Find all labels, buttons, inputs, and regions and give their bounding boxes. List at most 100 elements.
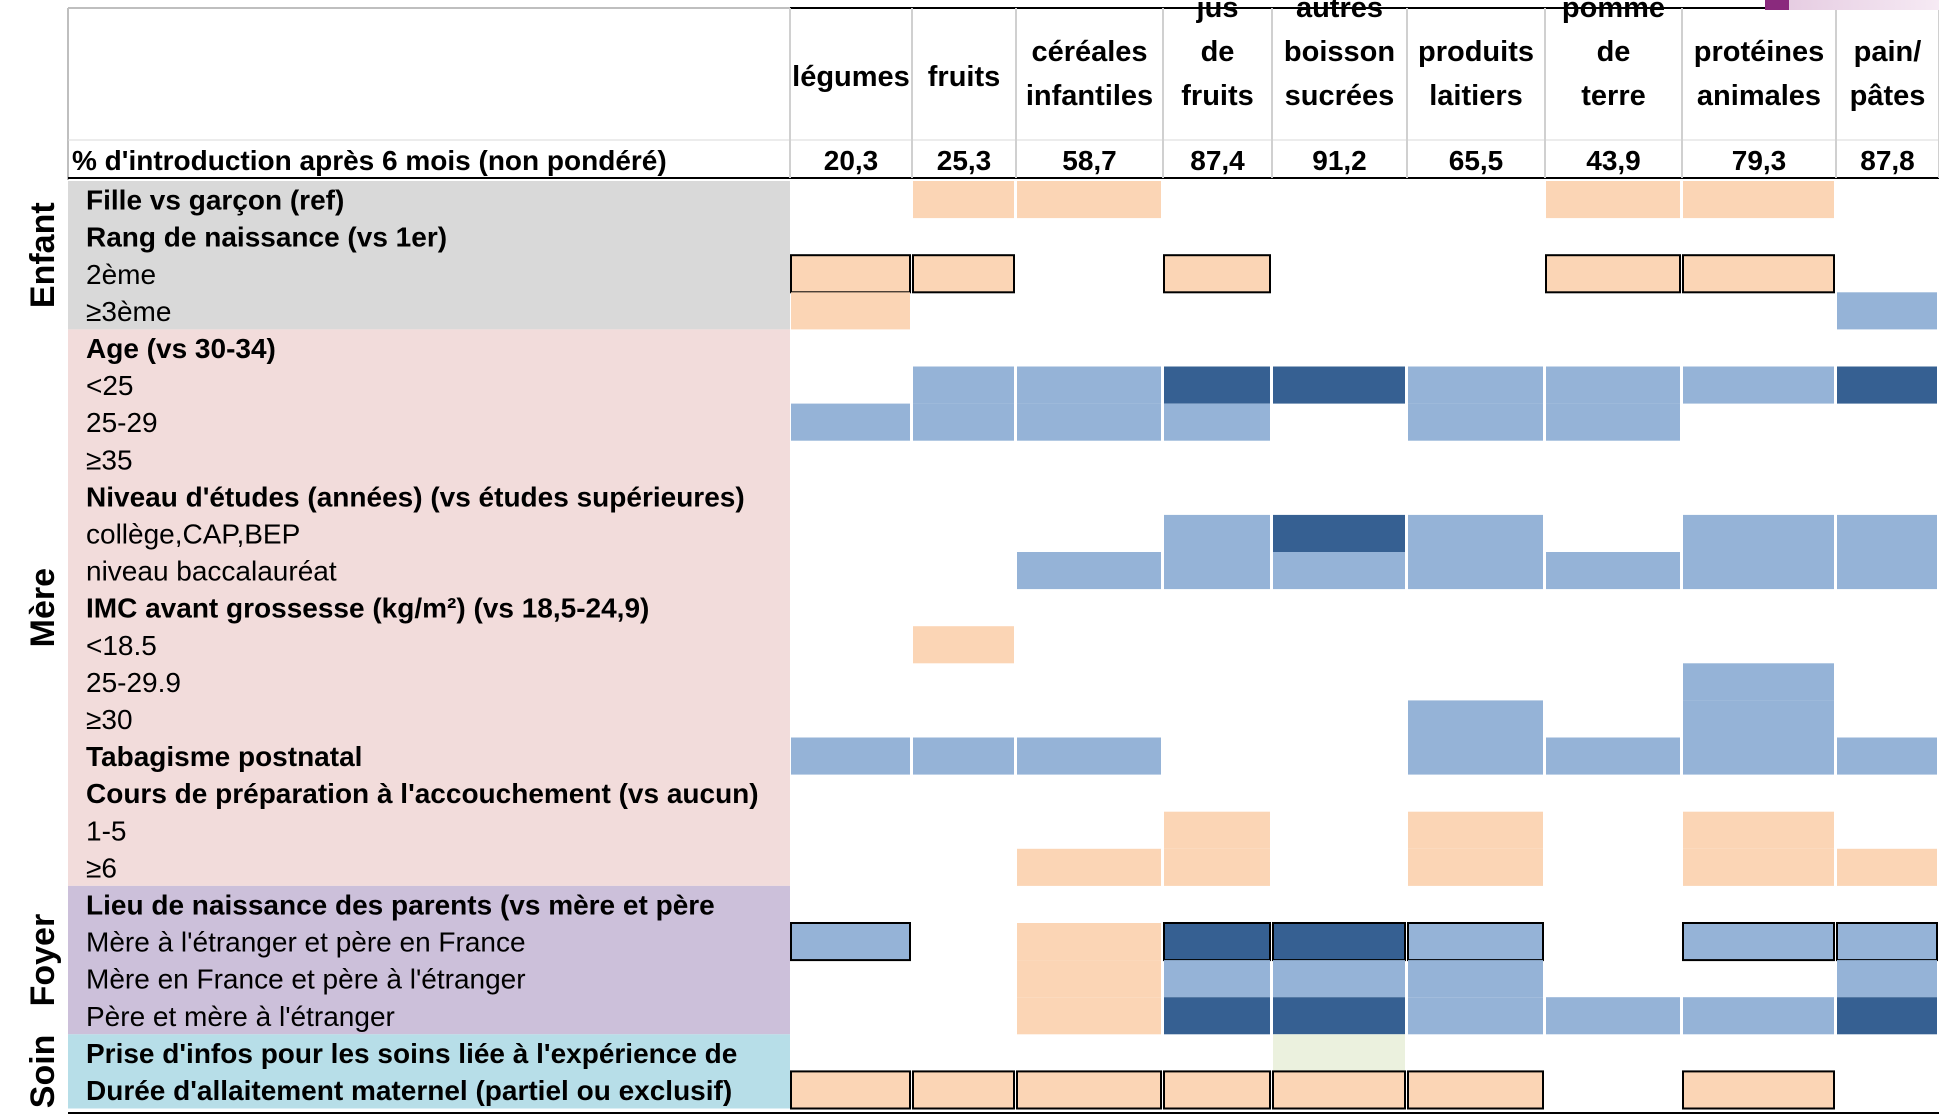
heatmap-cell — [1017, 923, 1161, 961]
heatmap-cell — [1164, 811, 1270, 849]
heatmap-cell — [1016, 1070, 1162, 1110]
row-label-12: <18.5 — [86, 630, 157, 661]
heatmap-cell — [1017, 848, 1161, 886]
row-label-1: Rang de naissance (vs 1er) — [86, 222, 447, 253]
decorative-corner-gradient — [1789, 0, 1939, 10]
group-label: Mère — [24, 568, 62, 647]
heatmap-cell — [790, 254, 911, 294]
heatmap-cell — [791, 292, 910, 330]
heatmap-cell — [1683, 181, 1834, 219]
decorative-corner-accent — [1765, 0, 1789, 10]
heatmap-cell — [1408, 960, 1543, 998]
heatmap-cell — [1683, 366, 1834, 404]
heatmap-cell — [1408, 552, 1543, 590]
header-row-label: % d'introduction après 6 mois (non pondé… — [72, 145, 667, 176]
heatmap-cell — [1837, 737, 1937, 775]
heatmap-cell — [913, 737, 1014, 775]
row-label-4: Age (vs 30-34) — [86, 333, 276, 364]
heatmap-cell — [1164, 997, 1270, 1035]
row-label-15: Tabagisme postnatal — [86, 741, 362, 772]
heatmap-cell — [1682, 1070, 1835, 1110]
row-label-13: 25-29.9 — [86, 667, 181, 698]
group-band-3 — [68, 1034, 790, 1109]
group-label: Soin — [24, 1035, 62, 1109]
row-label-2: 2ème — [86, 259, 156, 290]
column-percent-0: 20,3 — [824, 145, 879, 176]
heatmap-cell — [1163, 1070, 1271, 1110]
column-percent-3: 87,4 — [1190, 145, 1245, 176]
row-label-7: ≥35 — [86, 444, 133, 475]
column-header-8: pain/pâtes — [1850, 36, 1926, 112]
column-percent-8: 87,8 — [1860, 145, 1915, 176]
heatmap-cell — [913, 366, 1014, 404]
heatmap-cell — [1272, 1070, 1406, 1110]
group-band-1 — [68, 329, 790, 886]
column-header-1: fruits — [928, 61, 1001, 93]
heatmap-cell — [1408, 700, 1543, 738]
heatmap-cell — [1683, 737, 1834, 775]
heatmap-cell — [1017, 737, 1161, 775]
heatmap-cell — [1017, 403, 1161, 441]
row-label-0: Fille vs garçon (ref) — [86, 185, 344, 216]
heatmap-cell — [1837, 997, 1937, 1035]
heatmap-cell — [1682, 922, 1835, 962]
heatmap-cell — [1836, 922, 1938, 962]
heatmap-cell — [1683, 700, 1834, 738]
column-header-7: protéines animales — [1694, 36, 1825, 112]
row-label-24: Durée d'allaitement maternel (partiel ou… — [86, 1075, 732, 1106]
row-label-21: Mère en France et père à l'étranger — [86, 964, 526, 995]
column-header-4: autres boisson sucrées — [1284, 0, 1395, 112]
heatmap-cell — [913, 181, 1014, 219]
heatmap-cell — [1164, 848, 1270, 886]
heatmap-cell — [1273, 960, 1405, 998]
row-label-3: ≥3ème — [86, 296, 171, 327]
row-label-5: <25 — [86, 370, 134, 401]
heatmap-cell — [1683, 811, 1834, 849]
heatmap-cell — [1546, 737, 1680, 775]
heatmap-cell — [1837, 292, 1937, 330]
row-label-22: Père et mère à l'étranger — [86, 1001, 395, 1032]
heatmap-cell — [1837, 552, 1937, 590]
heatmap-cell — [1017, 552, 1161, 590]
column-percent-4: 91,2 — [1312, 145, 1367, 176]
heatmap-cell — [1017, 366, 1161, 404]
heatmap-cell — [1017, 997, 1161, 1035]
column-percent-2: 58,7 — [1062, 145, 1117, 176]
row-label-6: 25-29 — [86, 407, 158, 438]
heatmap-cell — [1273, 366, 1405, 404]
heatmap-cell — [1408, 737, 1543, 775]
heatmap-cell — [912, 1070, 1015, 1110]
heatmap-cell — [1408, 997, 1543, 1035]
heatmap-cell — [1546, 997, 1680, 1035]
heatmap-cell — [1164, 514, 1270, 552]
heatmap-cell — [1837, 514, 1937, 552]
column-header-0: légumes — [792, 61, 910, 93]
heatmap-cell — [1164, 403, 1270, 441]
row-label-8: Niveau d'études (années) (vs études supé… — [86, 481, 745, 512]
heatmap-cell — [790, 922, 911, 962]
row-label-23: Prise d'infos pour les soins liée à l'ex… — [86, 1038, 737, 1069]
heatmap-cell — [1164, 366, 1270, 404]
heatmap-cell — [1546, 552, 1680, 590]
column-percent-6: 43,9 — [1586, 145, 1641, 176]
heatmap-cell — [1408, 811, 1543, 849]
heatmap-cell — [1683, 552, 1834, 590]
heatmap-cell — [913, 626, 1014, 664]
row-label-16: Cours de préparation à l'accouchement (v… — [86, 778, 759, 809]
column-percent-7: 79,3 — [1732, 145, 1787, 176]
heatmap-cell — [1273, 552, 1405, 590]
heatmap-cell — [1682, 254, 1835, 294]
heatmap-cell — [1407, 1070, 1544, 1110]
row-label-9: collège,CAP,BEP — [86, 518, 300, 549]
heatmap-cell — [1546, 181, 1680, 219]
row-label-11: IMC avant grossesse (kg/m²) (vs 18,5-24,… — [86, 593, 649, 624]
row-label-20: Mère à l'étranger et père en France — [86, 927, 526, 958]
heatmap-cell — [1546, 366, 1680, 404]
heatmap-cell — [791, 403, 910, 441]
heatmap-cell — [1273, 1034, 1405, 1072]
heatmap-cell — [1545, 254, 1681, 294]
heatmap-cell — [1163, 254, 1271, 294]
column-percent-5: 65,5 — [1449, 145, 1504, 176]
